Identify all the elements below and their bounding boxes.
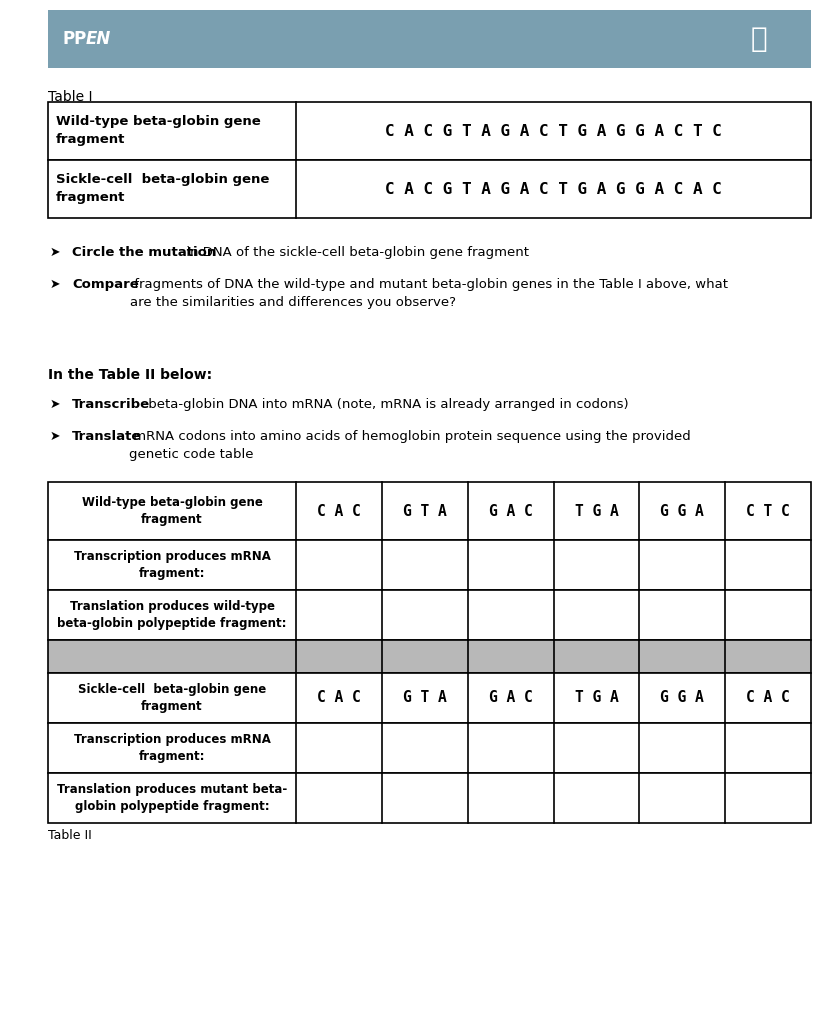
Bar xyxy=(48,590,811,640)
Bar xyxy=(48,723,811,773)
Bar xyxy=(48,10,811,68)
Bar xyxy=(48,160,811,218)
Text: Translation produces wild-type
beta-globin polypeptide fragment:: Translation produces wild-type beta-glob… xyxy=(57,600,287,630)
Text: 🧪: 🧪 xyxy=(750,25,767,53)
Text: Transcription produces mRNA
fragment:: Transcription produces mRNA fragment: xyxy=(74,550,270,580)
Text: G A C: G A C xyxy=(489,504,533,518)
Text: T G A: T G A xyxy=(574,504,618,518)
Text: G A C: G A C xyxy=(489,690,533,706)
Text: ➤: ➤ xyxy=(50,278,61,291)
Text: Compare: Compare xyxy=(72,278,139,291)
Text: G T A: G T A xyxy=(403,690,446,706)
Text: C A C G T A G A C T G A G G A C A C: C A C G T A G A C T G A G G A C A C xyxy=(385,181,722,197)
Text: C A C: C A C xyxy=(317,690,361,706)
Text: G T A: G T A xyxy=(403,504,446,518)
Text: C A C G T A G A C T G A G G A C T C: C A C G T A G A C T G A G G A C T C xyxy=(385,124,722,138)
Text: in DNA of the sickle-cell beta-globin gene fragment: in DNA of the sickle-cell beta-globin ge… xyxy=(182,246,529,259)
Text: C A C: C A C xyxy=(746,690,790,706)
Text: Translation produces mutant beta-
globin polypeptide fragment:: Translation produces mutant beta- globin… xyxy=(57,783,288,813)
Bar xyxy=(48,102,811,160)
Text: beta-globin DNA into mRNA (note, mRNA is already arranged in codons): beta-globin DNA into mRNA (note, mRNA is… xyxy=(144,398,628,411)
Text: ➤: ➤ xyxy=(50,430,61,443)
Bar xyxy=(48,482,811,540)
Text: G G A: G G A xyxy=(661,504,704,518)
Text: Transcription produces mRNA
fragment:: Transcription produces mRNA fragment: xyxy=(74,733,270,763)
Text: Circle the mutation: Circle the mutation xyxy=(72,246,216,259)
Text: PP: PP xyxy=(62,30,86,48)
Text: ➤: ➤ xyxy=(50,246,61,259)
Text: In the Table II below:: In the Table II below: xyxy=(48,368,212,382)
Text: G G A: G G A xyxy=(661,690,704,706)
Text: Table II: Table II xyxy=(48,829,91,842)
Text: ➤: ➤ xyxy=(50,398,61,411)
Text: Wild-type beta-globin gene
fragment: Wild-type beta-globin gene fragment xyxy=(81,497,263,525)
Text: Table I: Table I xyxy=(48,90,92,104)
Text: EN: EN xyxy=(86,30,111,48)
Text: Sickle-cell  beta-globin gene
fragment: Sickle-cell beta-globin gene fragment xyxy=(78,683,266,713)
Bar xyxy=(48,673,811,723)
Bar xyxy=(48,773,811,823)
Text: C A C: C A C xyxy=(317,504,361,518)
Text: Sickle-cell  beta-globin gene
fragment: Sickle-cell beta-globin gene fragment xyxy=(56,173,269,205)
Text: Wild-type beta-globin gene
fragment: Wild-type beta-globin gene fragment xyxy=(56,116,261,146)
Text: T G A: T G A xyxy=(574,690,618,706)
Text: mRNA codons into amino acids of hemoglobin protein sequence using the provided
g: mRNA codons into amino acids of hemoglob… xyxy=(129,430,691,461)
Text: fragments of DNA the wild-type and mutant beta-globin genes in the Table I above: fragments of DNA the wild-type and mutan… xyxy=(130,278,728,309)
Bar xyxy=(48,540,811,590)
Text: Transcribe: Transcribe xyxy=(72,398,150,411)
Text: Translate: Translate xyxy=(72,430,141,443)
Text: C T C: C T C xyxy=(746,504,790,518)
Bar xyxy=(48,640,811,673)
